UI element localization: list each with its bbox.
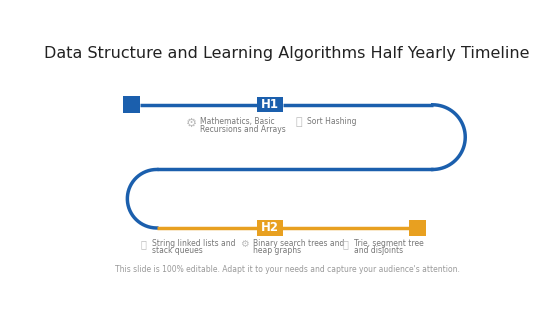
Text: Mathematics, Basic: Mathematics, Basic: [200, 117, 275, 126]
Text: heap graphs: heap graphs: [253, 246, 301, 255]
Text: This slide is 100% editable. Adapt it to your needs and capture your audience's : This slide is 100% editable. Adapt it to…: [115, 265, 459, 274]
Text: Data Structure and Learning Algorithms Half Yearly Timeline: Data Structure and Learning Algorithms H…: [44, 45, 530, 60]
FancyBboxPatch shape: [409, 220, 426, 237]
Text: 🔍: 🔍: [295, 117, 302, 127]
Text: H1: H1: [261, 98, 279, 111]
Text: 👤: 👤: [342, 239, 348, 249]
FancyBboxPatch shape: [123, 96, 140, 113]
Text: ⚙: ⚙: [240, 239, 249, 249]
Text: Binary search trees and: Binary search trees and: [253, 239, 344, 248]
Text: 🏛: 🏛: [141, 239, 147, 249]
FancyBboxPatch shape: [257, 97, 283, 112]
Text: String linked lists and: String linked lists and: [152, 239, 236, 248]
Text: ⚙: ⚙: [186, 117, 197, 130]
FancyBboxPatch shape: [257, 220, 283, 236]
Text: Sort Hashing: Sort Hashing: [307, 117, 357, 126]
Text: Recursions and Arrays: Recursions and Arrays: [200, 125, 286, 134]
Text: Trie, segment tree: Trie, segment tree: [354, 239, 423, 248]
Text: H2: H2: [261, 221, 279, 234]
Text: and disjoints: and disjoints: [354, 246, 403, 255]
Text: stack queues: stack queues: [152, 246, 203, 255]
